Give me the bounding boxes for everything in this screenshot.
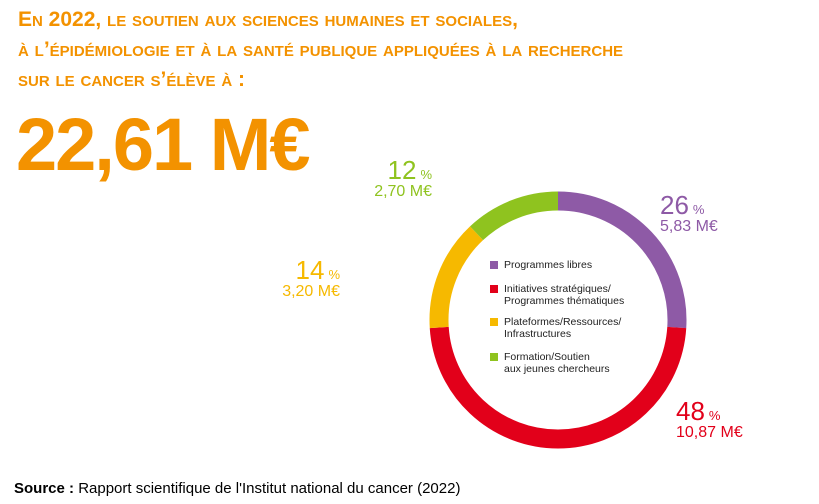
legend-item: Programmes libres [490,259,592,271]
percent-value: 14 [295,255,325,285]
source: Source : Rapport scientifique de l'Insti… [14,480,460,497]
legend-label: Programmes libres [504,259,593,271]
legend-label: Plateformes/Ressources/ Infrastructures [504,316,622,340]
legend-item: Plateformes/Ressources/ Infrastructures [490,316,621,340]
percent-unit: % [708,408,721,423]
percent-unit: % [692,202,705,217]
title-line: En 2022, le soutien aux sciences humaine… [18,8,518,31]
donut-segment [429,326,687,449]
percent-value: 48 [676,396,705,426]
source-text: Rapport scientifique de l'Institut natio… [78,480,461,497]
percent-value: 26 [660,190,689,220]
percent-label: 26% [660,190,704,221]
donut-segment [429,226,484,329]
title-line: sur le cancer s’élève à : [18,68,246,91]
legend-label: Formation/Soutien aux jeunes chercheurs [504,351,610,375]
legend-label: Initiatives stratégiques/ Programmes thé… [504,283,625,307]
donut-segment [557,191,687,329]
amount-label: 10,87 M€ [676,424,743,441]
percent-unit: % [420,167,432,182]
headline: 22,61 M€ [16,103,311,186]
source-label: Source : [14,480,75,497]
donut-segment [470,191,559,241]
percent-value: 12 [387,155,417,185]
legend-item: Formation/Soutien aux jeunes chercheurs [490,351,610,375]
amount-label: 3,20 M€ [282,283,340,300]
legend-swatch [490,318,498,326]
percent-label: 48% [676,396,720,427]
legend-item: Initiatives stratégiques/ Programmes thé… [490,283,624,307]
percent-label: 14% [296,255,340,286]
amount-label: 2,70 M€ [374,183,432,200]
percent-unit: % [328,267,340,282]
percent-label: 12% [388,155,432,186]
legend-swatch [490,285,498,293]
amount-label: 5,83 M€ [660,218,718,235]
legend-swatch [490,261,498,269]
title-line: à l’épidémiologie et à la santé publique… [18,38,624,61]
legend-swatch [490,353,498,361]
